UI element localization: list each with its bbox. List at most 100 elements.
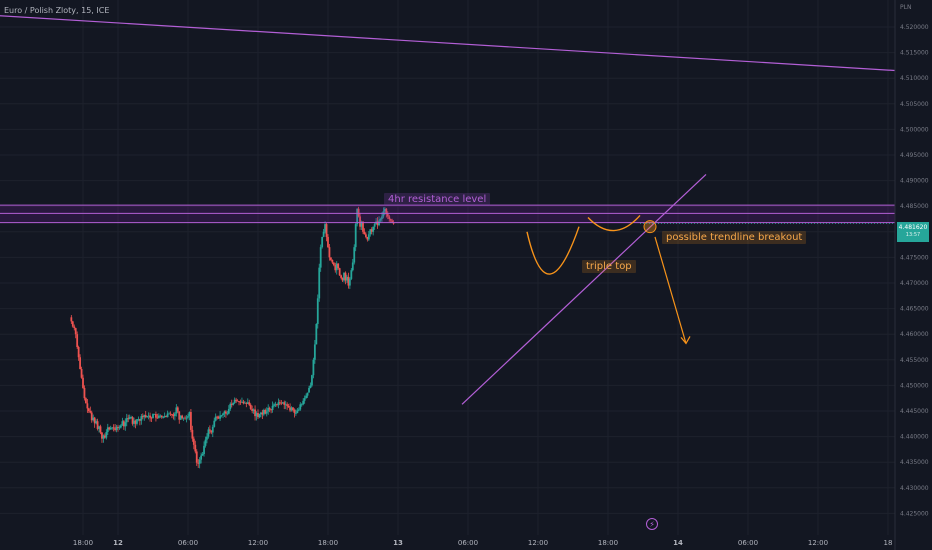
candle-body xyxy=(181,415,184,419)
candle-body xyxy=(356,208,359,225)
candle-body xyxy=(99,426,102,433)
candle-body xyxy=(236,400,239,402)
price-axis: 4.520000 4.515000 4.510000 4.505000 4.500000… xyxy=(894,0,929,550)
projection-arrow[interactable] xyxy=(654,236,687,344)
candle-body xyxy=(313,344,316,360)
breakout-marker[interactable] xyxy=(643,220,657,234)
candle-body xyxy=(76,334,79,347)
triple-top-arc-1[interactable] xyxy=(526,226,580,275)
candle-body xyxy=(144,415,147,418)
candle-body xyxy=(166,413,169,418)
price-tick-label: 4.430000 xyxy=(900,485,929,492)
candle-body xyxy=(296,410,299,414)
candle-body xyxy=(391,220,394,223)
candle-body xyxy=(322,231,325,237)
candle-body xyxy=(330,257,332,260)
candle-body xyxy=(156,417,159,419)
time-axis: 18:00 12 06:00 12:00 18:00 13 06:00 12:00 18:00 1… xyxy=(73,539,893,547)
candle-body xyxy=(134,420,137,424)
candle-body xyxy=(289,407,291,411)
candle-body xyxy=(306,392,309,396)
candle-body xyxy=(249,404,252,409)
resistance-zone[interactable] xyxy=(0,205,895,223)
candle-body xyxy=(214,416,217,421)
candle-body xyxy=(122,421,125,427)
candle-body xyxy=(370,229,373,232)
price-tick-label: 4.460000 xyxy=(900,331,929,338)
candle-body xyxy=(297,409,300,411)
triple-top-arc-2[interactable] xyxy=(587,214,641,232)
candle-body xyxy=(351,262,354,271)
candle-body xyxy=(381,216,383,219)
candle-body xyxy=(130,417,133,418)
long-term-trendline[interactable] xyxy=(0,15,896,72)
candle-body xyxy=(185,417,188,419)
time-tick-label: 12:00 xyxy=(528,539,548,547)
candle-body xyxy=(179,415,182,420)
candle-body xyxy=(175,407,178,414)
candle-body xyxy=(153,414,156,415)
time-tick-label: 12:00 xyxy=(808,539,828,547)
candle-body xyxy=(82,377,84,388)
candle-body xyxy=(115,426,118,430)
candle-body xyxy=(389,219,392,221)
candle-body xyxy=(308,387,310,393)
candle-body xyxy=(102,435,105,439)
candle-body xyxy=(332,262,335,266)
candle-body xyxy=(359,216,361,227)
candle-body xyxy=(344,272,347,281)
candle-body xyxy=(198,459,201,464)
resistance-level-label[interactable]: 4hr resistance level xyxy=(384,193,491,206)
candle-body xyxy=(80,369,83,378)
candle-body xyxy=(290,407,293,411)
ascending-trendline[interactable] xyxy=(461,174,707,405)
triple-top-label[interactable]: triple top xyxy=(582,260,636,273)
candle-body xyxy=(251,408,254,411)
candle-body xyxy=(105,431,108,438)
candle-body xyxy=(331,259,334,263)
candle-body xyxy=(152,414,154,419)
price-tick-label: 4.450000 xyxy=(900,382,929,389)
candle-body xyxy=(87,408,90,411)
candle-body xyxy=(219,415,221,419)
candle-body xyxy=(264,409,267,414)
candle-body xyxy=(136,419,138,424)
trendline-breakout-label[interactable]: possible trendline breakout xyxy=(662,231,807,244)
candle-body xyxy=(213,420,216,427)
candle-body xyxy=(255,413,258,417)
time-tick-label: 12 xyxy=(113,539,123,547)
candle-body xyxy=(160,415,163,418)
candle-body xyxy=(334,265,337,271)
candle-body xyxy=(280,402,283,404)
candle-body xyxy=(274,404,277,406)
symbol-title[interactable]: Euro / Polish Zloty, 15, ICE xyxy=(4,6,110,15)
candle-body xyxy=(210,430,213,433)
candle-body xyxy=(106,427,109,432)
price-tick-label: 4.500000 xyxy=(900,126,929,133)
candle-body xyxy=(360,221,363,227)
price-tick-label: 4.520000 xyxy=(900,24,929,31)
candle-body xyxy=(283,402,286,405)
candle-body xyxy=(79,357,81,370)
candle-body xyxy=(90,412,93,421)
price-tick-label: 4.465000 xyxy=(900,306,929,313)
candle-body xyxy=(265,411,268,414)
candle-body xyxy=(262,409,265,415)
candle-body xyxy=(176,407,179,412)
candle-body xyxy=(133,420,135,424)
candle-body xyxy=(303,398,306,401)
candle-body xyxy=(188,412,191,417)
price-tick-label: 4.495000 xyxy=(900,152,929,159)
candle-body xyxy=(302,400,305,405)
candle-body xyxy=(230,403,233,405)
candle-body xyxy=(197,462,200,464)
candle-body xyxy=(226,413,229,415)
candle-body xyxy=(225,411,227,414)
candle-body xyxy=(318,267,321,299)
lightning-icon[interactable]: ⚡ xyxy=(646,518,658,530)
candle-body xyxy=(267,407,270,412)
candle-body xyxy=(222,413,224,416)
candle-body xyxy=(101,432,103,439)
